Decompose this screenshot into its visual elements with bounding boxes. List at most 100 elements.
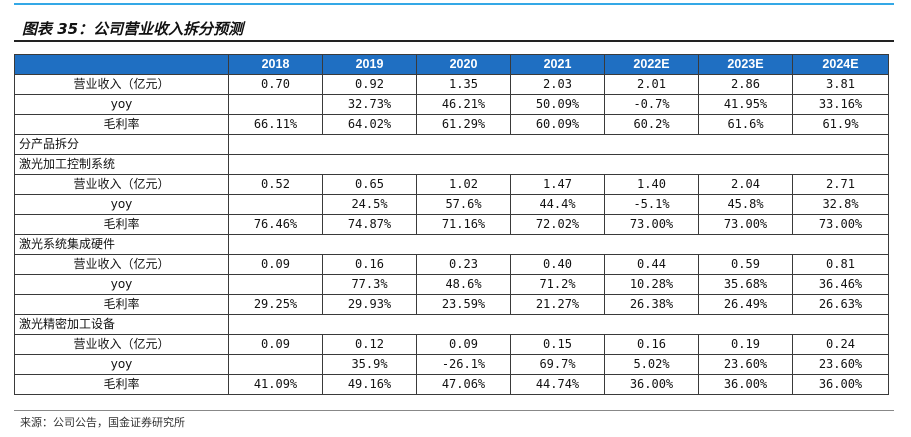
table-cell: 0.92 [322,74,417,95]
table-cell: 74.87% [322,214,417,235]
table-cell: 73.00% [792,214,889,235]
table-cell: 0.09 [228,334,323,355]
header-year: 2019 [322,54,417,75]
table-cell: -0.7% [604,94,699,115]
table-cell [228,194,323,215]
top-accent-rule [14,3,894,5]
table-row: 营业收入（亿元） 0.09 0.12 0.09 0.15 0.16 0.19 0.24 [14,334,889,355]
table-cell: 36.00% [604,374,699,395]
table-cell: 69.7% [510,354,605,375]
section-row-spacer [228,154,889,175]
table-cell: 45.8% [698,194,793,215]
table-cell: 0.23 [416,254,511,275]
table-cell: 41.09% [228,374,323,395]
table-cell: -5.1% [604,194,699,215]
table-cell: 0.09 [228,254,323,275]
row-label: yoy [14,194,229,215]
table-cell: 76.46% [228,214,323,235]
section-label: 激光加工控制系统 [14,154,229,175]
row-label: yoy [14,354,229,375]
table-cell: 23.60% [698,354,793,375]
table-cell [228,354,323,375]
table-cell: 0.40 [510,254,605,275]
table-cell: 0.44 [604,254,699,275]
table-cell: 0.09 [416,334,511,355]
table-title: 图表 35：公司营业收入拆分预测 [22,20,244,38]
table-cell: 0.24 [792,334,889,355]
table-cell: 71.2% [510,274,605,295]
table-cell: 71.16% [416,214,511,235]
table-cell: 0.59 [698,254,793,275]
table-cell: 1.47 [510,174,605,195]
table-row: yoy 24.5% 57.6% 44.4% -5.1% 45.8% 32.8% [14,194,889,215]
row-label: 营业收入（亿元） [14,254,229,275]
revenue-forecast-table: 2018 2019 2020 2021 2022E 2023E 2024E 营业… [14,54,889,395]
table-cell: 0.70 [228,74,323,95]
table-cell: 29.93% [322,294,417,315]
section-row-spacer [228,234,889,255]
table-cell: -26.1% [416,354,511,375]
table-cell: 23.60% [792,354,889,375]
table-row: yoy 77.3% 48.6% 71.2% 10.28% 35.68% 36.46% [14,274,889,295]
table-cell: 41.95% [698,94,793,115]
table-cell: 49.16% [322,374,417,395]
row-label: 毛利率 [14,374,229,395]
table-cell: 44.74% [510,374,605,395]
table-cell: 36.00% [698,374,793,395]
table-row: yoy 35.9% -26.1% 69.7% 5.02% 23.60% 23.60% [14,354,889,375]
section-row-spacer [228,314,889,335]
table-cell: 61.29% [416,114,511,135]
row-label: 营业收入（亿元） [14,74,229,95]
row-label: 毛利率 [14,214,229,235]
header-year: 2023E [698,54,793,75]
table-cell: 2.04 [698,174,793,195]
table-cell: 21.27% [510,294,605,315]
table-cell: 47.06% [416,374,511,395]
table-cell: 48.6% [416,274,511,295]
table-cell: 35.68% [698,274,793,295]
table-cell: 24.5% [322,194,417,215]
header-year: 2024E [792,54,889,75]
table-cell: 2.71 [792,174,889,195]
section-row: 激光系统集成硬件 [14,234,889,255]
row-label: yoy [14,94,229,115]
table-cell: 0.65 [322,174,417,195]
table-cell: 0.16 [604,334,699,355]
table-cell: 61.6% [698,114,793,135]
table-cell: 23.59% [416,294,511,315]
table-row: 营业收入（亿元） 0.09 0.16 0.23 0.40 0.44 0.59 0.81 [14,254,889,275]
section-label: 激光系统集成硬件 [14,234,229,255]
table-cell: 32.8% [792,194,889,215]
table-cell: 5.02% [604,354,699,375]
table-cell: 0.12 [322,334,417,355]
table-cell: 1.02 [416,174,511,195]
table-cell: 77.3% [322,274,417,295]
row-label: 毛利率 [14,114,229,135]
title-underline [14,40,894,42]
table-cell: 36.46% [792,274,889,295]
table-cell: 0.19 [698,334,793,355]
header-row: 2018 2019 2020 2021 2022E 2023E 2024E [14,54,889,75]
source-note: 来源：公司公告，国金证券研究所 [20,416,185,429]
table-cell: 2.01 [604,74,699,95]
row-label: 营业收入（亿元） [14,334,229,355]
header-year: 2022E [604,54,699,75]
table-cell: 64.02% [322,114,417,135]
section-row-spacer [228,134,889,155]
table-cell: 26.63% [792,294,889,315]
table-cell: 0.16 [322,254,417,275]
section-label: 激光精密加工设备 [14,314,229,335]
header-year: 2018 [228,54,323,75]
table-row: 毛利率 29.25% 29.93% 23.59% 21.27% 26.38% 26.49% 2… [14,294,889,315]
table-cell: 26.49% [698,294,793,315]
table-cell: 3.81 [792,74,889,95]
table-cell: 35.9% [322,354,417,375]
table-cell: 0.52 [228,174,323,195]
table-cell: 1.35 [416,74,511,95]
header-year: 2021 [510,54,605,75]
header-corner [14,54,229,75]
row-label: 营业收入（亿元） [14,174,229,195]
table-row: 营业收入（亿元） 0.70 0.92 1.35 2.03 2.01 2.86 3.81 [14,74,889,95]
title-bar: 图表 35：公司营业收入拆分预测 [14,14,894,40]
bottom-rule [14,410,894,411]
